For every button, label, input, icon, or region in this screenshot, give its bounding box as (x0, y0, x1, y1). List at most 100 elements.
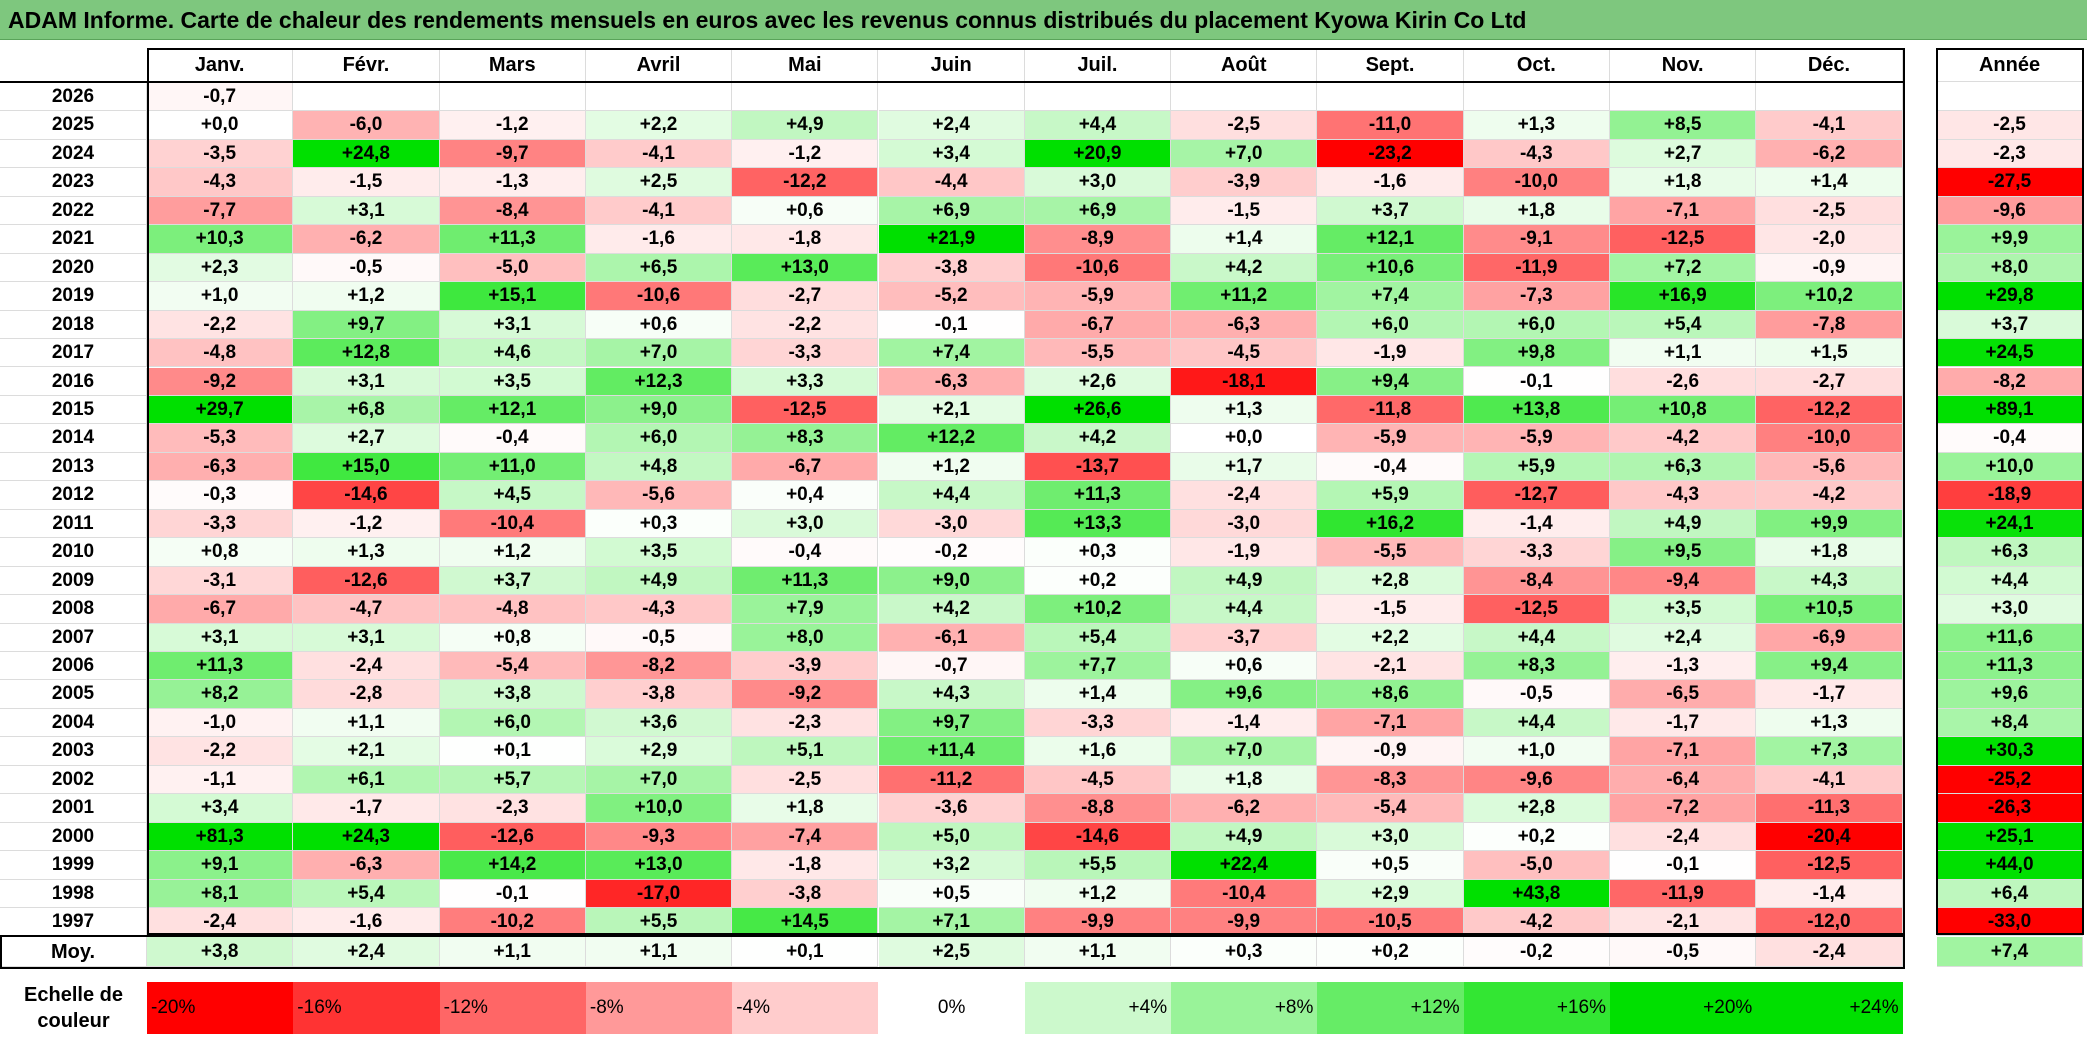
heatmap-cell: +10,5 (1756, 595, 1903, 624)
year-label: 2019 (0, 282, 147, 311)
heatmap-cell: +4,8 (585, 452, 733, 482)
annual-cell: +24,5 (1937, 339, 2083, 368)
heatmap-cell: -1,6 (293, 908, 440, 937)
heatmap-cell: -4,2 (1463, 908, 1610, 937)
heatmap-cell: -6,1 (878, 623, 1025, 652)
heatmap-cell: +6,3 (1610, 452, 1757, 482)
year-label: 1997 (0, 908, 147, 937)
heatmap-cell: +0,8 (439, 623, 586, 652)
heatmap-cell: -10,0 (1463, 168, 1610, 197)
year-label: 1999 (0, 851, 147, 880)
heatmap-cell: +15,1 (439, 282, 586, 311)
heatmap-cell: +5,9 (1317, 481, 1464, 510)
annual-cell: +29,8 (1937, 282, 2083, 311)
heatmap-cell: -6,3 (878, 367, 1025, 396)
heatmap-cell: -6,7 (1024, 310, 1172, 340)
heatmap-cell: +4,2 (1171, 253, 1318, 283)
heatmap-cell: -2,3 (732, 708, 879, 738)
average-cell: -0,2 (1463, 937, 1610, 967)
heatmap-cell: +2,7 (293, 424, 440, 453)
month-header: Juin (878, 48, 1025, 82)
heatmap-cell: -6,2 (1171, 794, 1318, 823)
year-label: 2017 (0, 339, 147, 368)
heatmap-cell: +3,6 (585, 708, 733, 738)
year-label: 2025 (0, 111, 147, 140)
year-label: 2011 (0, 509, 147, 539)
heatmap-cell: +1,8 (732, 794, 879, 823)
heatmap-cell: +16,9 (1610, 282, 1757, 311)
annual-cell: +10,0 (1937, 452, 2083, 482)
heatmap-cell: -3,8 (878, 253, 1025, 283)
heatmap-cell: -2,8 (293, 680, 440, 709)
heatmap-cell: -4,8 (147, 339, 294, 368)
heatmap-cell: -2,4 (1610, 822, 1757, 852)
heatmap-cell: +8,0 (732, 623, 879, 652)
heatmap-cell: +10,8 (1610, 395, 1757, 425)
heatmap-cell: +8,5 (1610, 111, 1757, 140)
heatmap-cell: -3,6 (878, 794, 1025, 823)
heatmap-cell: +5,5 (1024, 851, 1172, 880)
heatmap-cell: +0,6 (732, 196, 879, 226)
heatmap-cell: -12,2 (1756, 395, 1903, 425)
heatmap-cell: -12,5 (1756, 851, 1903, 880)
average-cell: +0,1 (732, 937, 879, 967)
heatmap-cell: +4,3 (1756, 566, 1903, 596)
heatmap-cell: -5,5 (1024, 339, 1172, 368)
heatmap-cell: -3,7 (1171, 623, 1318, 652)
annual-cell: -8,2 (1937, 367, 2083, 396)
heatmap-cell: +12,3 (585, 367, 733, 396)
heatmap-cell: -3,1 (147, 566, 294, 596)
heatmap-cell: -1,8 (732, 225, 879, 254)
annual-cell: -18,9 (1937, 481, 2083, 510)
heatmap-cell: -0,9 (1317, 737, 1464, 766)
heatmap-cell: +4,4 (1171, 595, 1318, 624)
heatmap-cell: +6,0 (439, 708, 586, 738)
year-label: 2013 (0, 452, 147, 482)
heatmap-cell: +11,2 (1171, 282, 1318, 311)
heatmap-cell: +11,4 (878, 737, 1025, 766)
heatmap-cell: +13,3 (1024, 509, 1172, 539)
heatmap-cell: -1,6 (1317, 168, 1464, 197)
heatmap-cell: +4,3 (878, 680, 1025, 709)
heatmap-cell: -5,0 (439, 253, 586, 283)
heatmap-cell: +6,1 (293, 765, 440, 795)
heatmap-cell: -0,5 (585, 623, 733, 652)
legend-swatch: +16% (1463, 982, 1610, 1034)
heatmap-cell: -9,2 (732, 680, 879, 709)
heatmap-cell: -11,8 (1317, 395, 1464, 425)
heatmap-cell: -12,0 (1756, 908, 1903, 937)
heatmap-cell: -6,3 (147, 452, 294, 482)
heatmap-cell: +1,2 (1024, 879, 1172, 909)
heatmap-cell: +13,8 (1463, 395, 1610, 425)
heatmap-cell: -9,9 (1171, 908, 1318, 937)
heatmap-cell: -3,8 (732, 879, 879, 909)
heatmap-cell: -5,9 (1463, 424, 1610, 453)
annual-cell: -0,4 (1937, 424, 2083, 453)
year-label: 2015 (0, 395, 147, 425)
heatmap-cell: +2,2 (1317, 623, 1464, 652)
heatmap-cell: -6,7 (732, 452, 879, 482)
legend-swatch: +12% (1317, 982, 1464, 1034)
heatmap-cell: -6,4 (1610, 765, 1757, 795)
heatmap-cell: -4,2 (1756, 481, 1903, 510)
year-label: 2001 (0, 794, 147, 823)
heatmap-cell: -10,2 (439, 908, 586, 937)
heatmap-cell (1756, 83, 1903, 112)
annual-cell: -2,5 (1937, 111, 2083, 140)
heatmap-cell: +3,5 (585, 538, 733, 567)
heatmap-cell: +2,9 (585, 737, 733, 766)
annual-cell: +44,0 (1937, 851, 2083, 880)
heatmap-cell: -2,4 (293, 652, 440, 681)
heatmap-cell: -11,9 (1610, 879, 1757, 909)
heatmap-cell: +24,3 (293, 822, 440, 852)
heatmap-cell: +2,7 (1610, 139, 1757, 169)
heatmap-cell: -4,5 (1171, 339, 1318, 368)
heatmap-cell: -0,3 (147, 481, 294, 510)
heatmap-cell: +43,8 (1463, 879, 1610, 909)
heatmap-cell: +3,3 (732, 367, 879, 396)
heatmap-cell: +26,6 (1024, 395, 1172, 425)
legend-swatch: +4% (1024, 982, 1172, 1034)
heatmap-cell: -2,1 (1610, 908, 1757, 937)
heatmap-cell: -3,3 (1463, 538, 1610, 567)
heatmap-cell: +0,6 (1171, 652, 1318, 681)
